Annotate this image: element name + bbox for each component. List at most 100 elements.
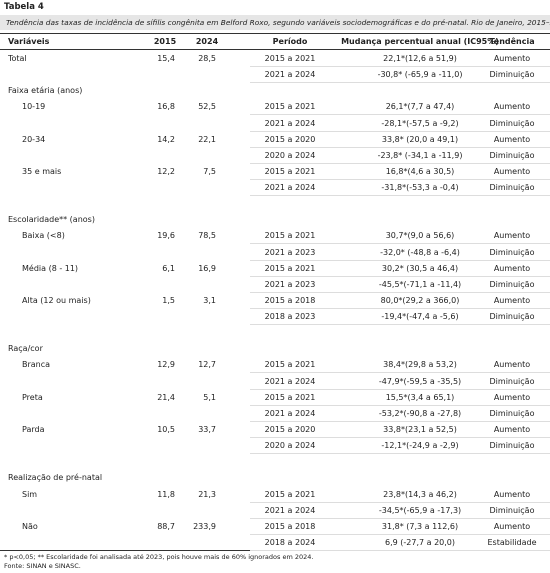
row-divider	[250, 243, 550, 245]
cell-2024: 78,5	[198, 231, 216, 241]
change: 33,8*(23,1 a 52,5)	[383, 424, 457, 434]
period: 2015 a 2021	[264, 231, 316, 241]
change: -47,9*(-59,5 a -35,5)	[378, 376, 462, 386]
trend: Diminuição	[489, 70, 535, 80]
trend: Aumento	[493, 263, 531, 273]
rule	[0, 33, 550, 34]
period: 2015 a 2021	[264, 392, 316, 402]
period: 2021 a 2023	[264, 279, 316, 289]
period: 2021 a 2023	[264, 247, 316, 257]
change: 15,5*(3,4 a 65,1)	[385, 392, 455, 402]
variable: 10-19	[22, 102, 46, 112]
row-divider	[250, 146, 550, 148]
cell-2024: 33,7	[198, 424, 216, 434]
cell-2024: 22,1	[198, 134, 216, 144]
cell-2015: 11,8	[157, 489, 175, 499]
row-divider	[250, 195, 550, 197]
variable: Sim	[22, 489, 38, 499]
trend: Aumento	[493, 54, 531, 63]
section-label: Raça/cor	[8, 344, 43, 354]
variable: Preta	[22, 392, 43, 402]
cell-2015: 16,8	[157, 102, 175, 112]
cell-2015: 15,4	[157, 54, 175, 63]
cell-2015: 10,5	[157, 424, 175, 434]
trend: Aumento	[493, 360, 531, 370]
row-divider	[250, 66, 550, 67]
trend: Diminuição	[489, 183, 535, 193]
period: 2021 a 2024	[264, 505, 316, 515]
row-divider	[250, 324, 550, 326]
row-divider	[250, 291, 550, 293]
change: -28,1*(-57,5 a -9,2)	[381, 118, 459, 128]
cell-2015: 1,5	[162, 295, 175, 305]
period: 2021 a 2024	[264, 408, 316, 418]
trend: Diminuição	[489, 408, 535, 418]
row-divider	[250, 404, 550, 406]
trend: Diminuição	[489, 505, 535, 515]
period: 2018 a 2023	[264, 312, 316, 322]
trend: Diminuição	[489, 247, 535, 257]
footnote: * p<0,05; ** Escolaridade foi analisada …	[4, 553, 314, 561]
change: 6,9 (-27,7 a 20,0)	[384, 537, 456, 547]
row-divider	[250, 453, 550, 455]
change: 26,1*(7,7 a 47,4)	[385, 102, 455, 112]
change: -12,1*(-24,9 a -2,9)	[381, 441, 459, 451]
variable: 20-34	[22, 134, 46, 144]
row-divider	[250, 275, 550, 277]
trend: Diminuição	[489, 118, 535, 128]
footnote: Fonte: SINAN e SINASC.	[4, 562, 81, 570]
period: 2021 a 2024	[264, 183, 316, 193]
cell-2024: 233,9	[193, 521, 216, 531]
cell-2024: 28,5	[198, 54, 216, 63]
variable: Total	[8, 54, 27, 63]
cell-2015: 19,6	[157, 231, 175, 241]
change: 23,8*(14,3 a 46,2)	[383, 489, 457, 499]
period: 2020 a 2024	[264, 150, 316, 160]
column-header: Tendência	[489, 37, 535, 46]
change: 38,4*(29,8 a 53,2)	[383, 360, 457, 370]
table-label: Tabela 4	[4, 2, 44, 12]
cell-2024: 52,5	[198, 102, 216, 112]
column-header: 2024	[195, 37, 219, 46]
change: 30,2* (30,5 a 46,4)	[381, 263, 459, 273]
period: 2021 a 2024	[264, 118, 316, 128]
period: 2021 a 2024	[264, 70, 316, 80]
trend: Aumento	[493, 489, 531, 499]
change: -23,8* (-34,1 a -11,9)	[377, 150, 463, 160]
section-label: Escolaridade** (anos)	[8, 215, 95, 225]
period: 2015 a 2021	[264, 166, 316, 176]
trend: Diminuição	[489, 312, 535, 322]
row-divider	[250, 162, 550, 164]
row-divider	[250, 388, 550, 390]
row-divider	[250, 436, 550, 438]
variable: 35 e mais	[22, 166, 62, 176]
caption-band	[0, 15, 550, 30]
change: -19,4*(-47,4 a -5,6)	[381, 312, 459, 322]
change: 33,8* (20,0 a 49,1)	[381, 134, 459, 144]
column-header: Período	[272, 37, 308, 46]
trend: Diminuição	[489, 441, 535, 451]
row-divider	[250, 178, 550, 180]
period: 2015 a 2021	[264, 102, 316, 112]
cell-2015: 12,9	[157, 360, 175, 370]
trend: Diminuição	[489, 376, 535, 386]
variable: Parda	[22, 424, 45, 434]
trend: Aumento	[493, 166, 531, 176]
change: -45,5*(-71,1 a -11,4)	[378, 279, 462, 289]
variable: Média (8 - 11)	[22, 263, 79, 273]
change: -53,2*(-90,8 a -27,8)	[378, 408, 462, 418]
period: 2021 a 2024	[264, 376, 316, 386]
cell-2024: 3,1	[203, 295, 216, 305]
period: 2015 a 2018	[264, 295, 316, 305]
period: 2015 a 2021	[264, 54, 316, 63]
change: -32,0* (-48,8 a -6,4)	[380, 247, 460, 257]
trend: Aumento	[493, 102, 531, 112]
period: 2020 a 2024	[264, 441, 316, 451]
row-divider	[250, 259, 550, 261]
row-divider	[250, 82, 550, 84]
period: 2015 a 2021	[264, 360, 316, 370]
trend: Estabilidade	[487, 537, 537, 547]
trend: Aumento	[493, 392, 531, 402]
rule	[0, 49, 550, 50]
